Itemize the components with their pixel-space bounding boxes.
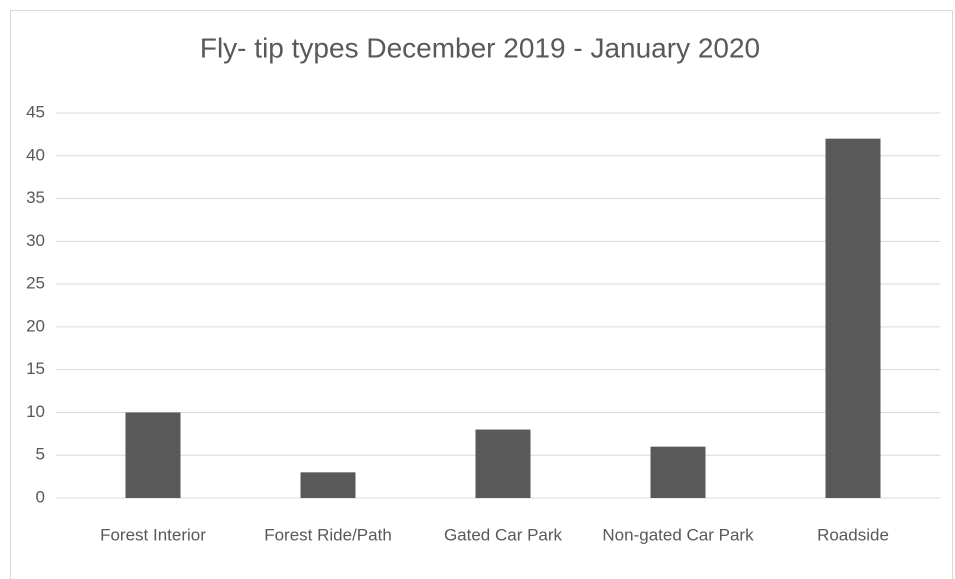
x-tick-label: Roadside <box>817 525 889 544</box>
y-tick-label: 30 <box>26 231 45 250</box>
y-tick-label: 15 <box>26 359 45 378</box>
x-tick-label: Gated Car Park <box>444 525 563 544</box>
y-tick-label: 35 <box>26 188 45 207</box>
y-tick-label: 40 <box>26 145 45 164</box>
bar <box>475 429 531 498</box>
y-tick-label: 0 <box>36 487 45 506</box>
y-tick-label: 10 <box>26 402 45 421</box>
y-tick-label: 20 <box>26 316 45 335</box>
bar <box>300 472 356 498</box>
bar <box>125 412 181 498</box>
y-tick-label: 5 <box>36 445 45 464</box>
bar <box>825 138 881 498</box>
y-tick-label: 45 <box>26 102 45 121</box>
x-tick-label: Forest Interior <box>100 525 206 544</box>
x-tick-label: Forest Ride/Path <box>264 525 392 544</box>
bar <box>650 446 706 498</box>
chart-title: Fly- tip types December 2019 - January 2… <box>200 32 760 63</box>
x-tick-label: Non-gated Car Park <box>602 525 754 544</box>
y-tick-label: 25 <box>26 274 45 293</box>
